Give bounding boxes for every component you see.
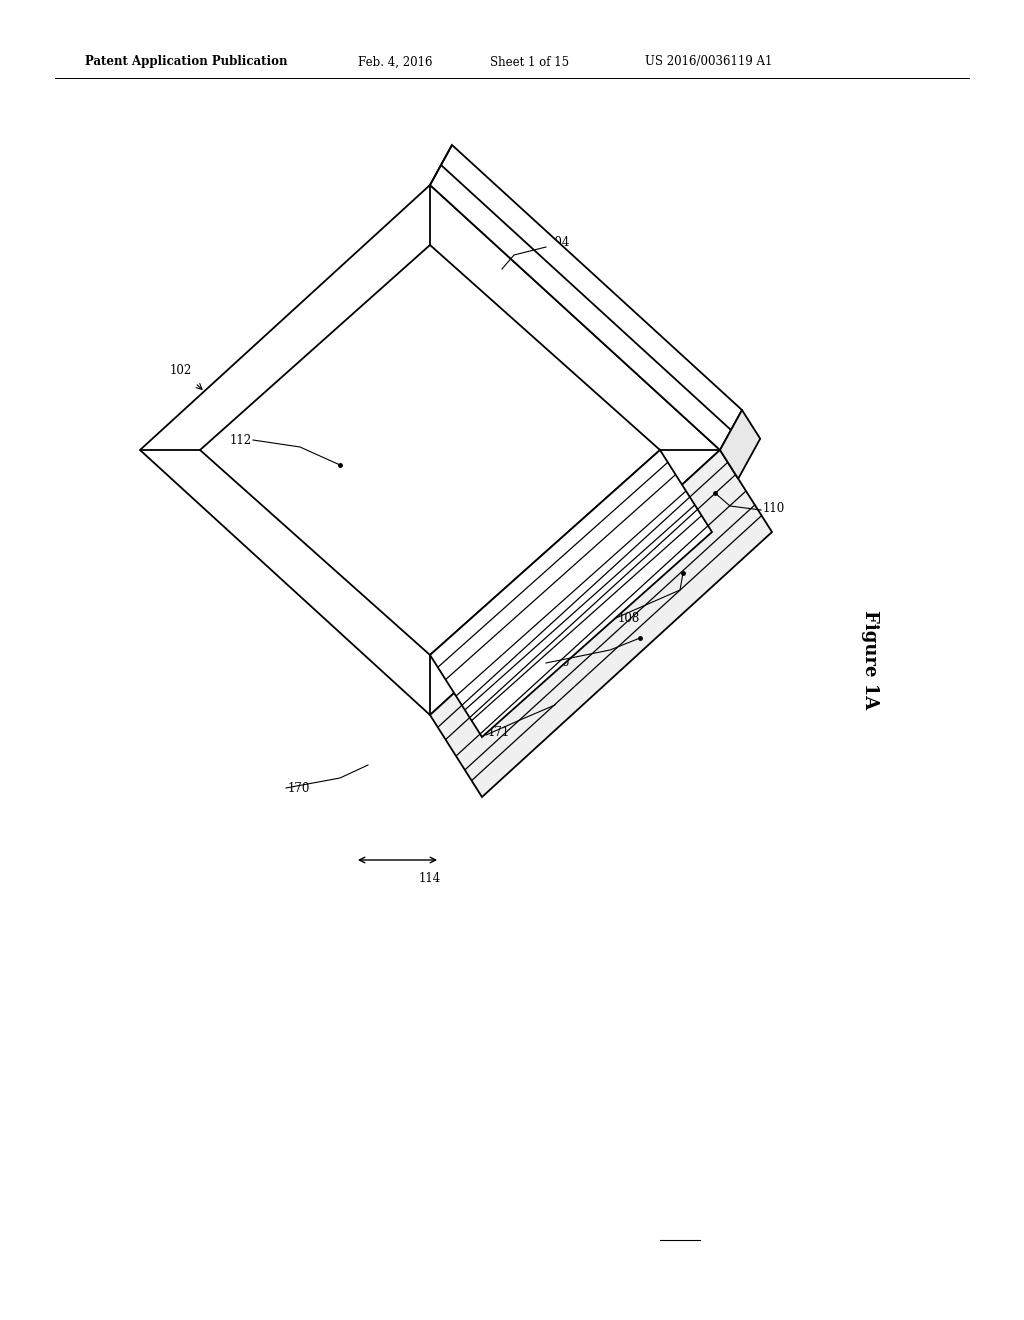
Text: 104: 104	[548, 235, 570, 248]
Polygon shape	[430, 450, 712, 737]
Text: 171: 171	[488, 726, 510, 739]
Polygon shape	[140, 185, 720, 715]
Polygon shape	[200, 246, 660, 655]
Text: Figure 1A: Figure 1A	[861, 610, 879, 710]
Text: 112: 112	[230, 433, 252, 446]
Text: US 2016/0036119 A1: US 2016/0036119 A1	[645, 55, 772, 69]
Text: 114: 114	[419, 871, 441, 884]
Text: Patent Application Publication: Patent Application Publication	[85, 55, 288, 69]
Text: 106: 106	[548, 656, 570, 669]
Text: Feb. 4, 2016: Feb. 4, 2016	[358, 55, 432, 69]
Polygon shape	[430, 450, 772, 797]
Text: 170: 170	[288, 781, 310, 795]
Text: 110: 110	[763, 502, 785, 515]
Text: 102: 102	[170, 363, 193, 376]
Polygon shape	[720, 411, 760, 479]
Text: Sheet 1 of 15: Sheet 1 of 15	[490, 55, 569, 69]
Text: 108: 108	[618, 611, 640, 624]
Polygon shape	[430, 145, 742, 450]
